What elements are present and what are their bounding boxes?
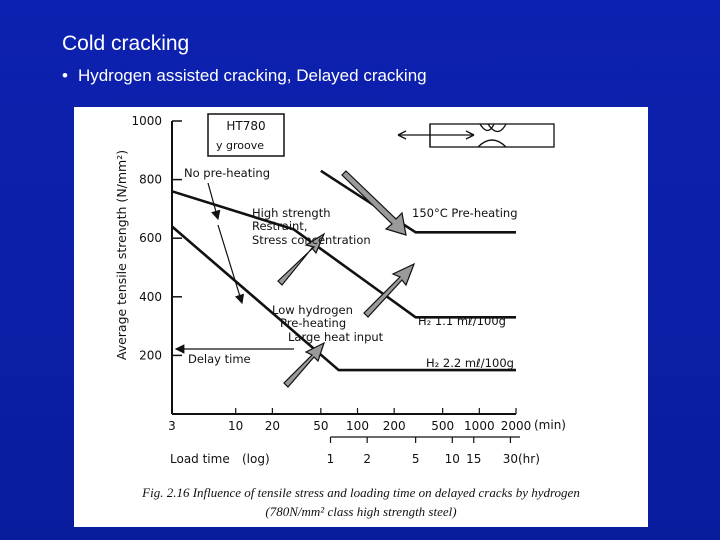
- x-tick-label: 20: [265, 419, 280, 433]
- x-tick-label: 100: [346, 419, 369, 433]
- hour-tick-label: 15: [466, 452, 481, 466]
- series-label-150c-preheating: 150°C Pre-heating: [412, 206, 518, 220]
- arrow-heat-input: [283, 341, 326, 388]
- figure-caption: Fig. 2.16 Influence of tensile stress an…: [74, 483, 648, 521]
- legend-box: [207, 113, 285, 157]
- x-tick-label: 500: [431, 419, 454, 433]
- legend-steel-grade: HT780: [226, 119, 265, 133]
- slide-title: Cold cracking: [62, 32, 190, 55]
- hour-tick-label: 5: [412, 452, 420, 466]
- x-hr-unit: (hr): [518, 452, 540, 466]
- series-line-1: [320, 169, 516, 234]
- bullet-marker: •: [62, 66, 68, 85]
- pointer-no-preheat-2: [217, 224, 245, 305]
- slide-bullet: • Hydrogen assisted cracking, Delayed cr…: [62, 66, 427, 86]
- x-tick-label: 200: [383, 419, 406, 433]
- series-label-h2-2-2: H₂ 2.2 mℓ/100g: [426, 356, 514, 370]
- annotation-low-hydrogen: Low hydrogen: [272, 303, 353, 317]
- y-tick-label: 400: [139, 290, 162, 304]
- y-axis-label: Average tensile strength (N/mm²): [114, 150, 129, 360]
- series-line-3: [171, 225, 516, 372]
- figure-caption-line2: (780N/mm² class high strength steel): [265, 504, 457, 519]
- figure-panel: 1000 800 600 400 200 3 10 20 50 100 200 500 1000 200…: [74, 107, 648, 527]
- pointer-no-preheat: [207, 182, 221, 221]
- x-tick-label: 50: [313, 419, 328, 433]
- weld-specimen-sketch: [397, 123, 555, 148]
- chart-svg: 1000 800 600 400 200 3 10 20 50 100 200 500 1000 200…: [114, 113, 566, 466]
- y-tick-label: 600: [139, 231, 162, 245]
- hour-tick-label: 1: [327, 452, 335, 466]
- x-axis-scale-label: (log): [242, 452, 270, 466]
- arrow-low-hydrogen: [363, 262, 416, 318]
- y-tick-label: 200: [139, 348, 162, 362]
- legend-groove-type: y groove: [216, 139, 264, 152]
- annotation-stress-concentration: Stress concentration: [252, 233, 371, 247]
- annotation-high-strength: High strength: [252, 206, 331, 220]
- y-tick-label: 1000: [131, 114, 162, 128]
- x-tick-label: 1000: [464, 419, 495, 433]
- figure-caption-line1: Fig. 2.16 Influence of tensile stress an…: [142, 485, 580, 500]
- y-tick-label: 800: [139, 173, 162, 187]
- bullet-text: Hydrogen assisted cracking, Delayed crac…: [77, 66, 427, 85]
- x-axis-label: Load time: [170, 452, 230, 466]
- annotation-delay-time: Delay time: [188, 352, 251, 366]
- x-tick-label: 10: [228, 419, 243, 433]
- annotation-preheating: Pre-heating: [280, 316, 346, 330]
- series-label-h2-1-1: H₂ 1.1 mℓ/100g: [418, 314, 506, 328]
- annotation-no-preheating: No pre-heating: [184, 166, 270, 180]
- hour-tick-label: 10: [445, 452, 460, 466]
- x-tick-label: 3: [168, 419, 176, 433]
- x-min-unit: (min): [534, 418, 566, 432]
- x-tick-label: 2000: [501, 419, 532, 433]
- hour-tick-label: 2: [363, 452, 371, 466]
- arrow-preheat-top: [341, 170, 407, 236]
- annotation-restraint: Restraint,: [252, 219, 307, 233]
- hour-tick-label: 30: [503, 452, 518, 466]
- arrow-high-strength: [277, 232, 326, 286]
- annotation-large-heat-input: Large heat input: [288, 330, 384, 344]
- series-line-2: [171, 190, 516, 319]
